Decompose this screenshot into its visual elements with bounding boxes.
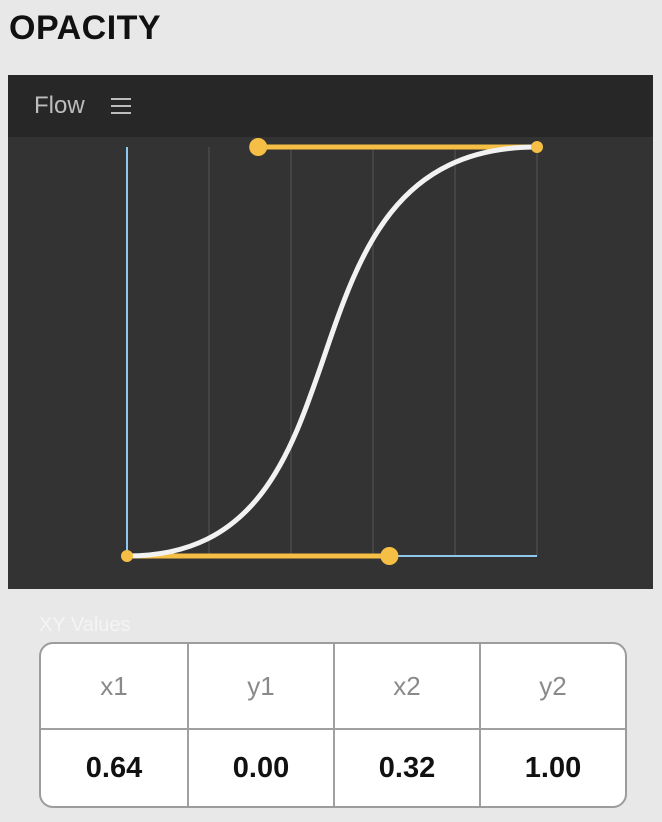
end-point	[531, 141, 543, 153]
table-value-row: 0.64 0.00 0.32 1.00	[41, 730, 625, 806]
value-x2[interactable]: 0.32	[333, 730, 479, 806]
control-handle-2[interactable]	[249, 138, 268, 156]
table-header-row: x1 y1 x2 y2	[41, 644, 625, 730]
value-x1[interactable]: 0.64	[85, 751, 143, 784]
easing-curve	[124, 144, 540, 559]
panel-title: Flow	[34, 92, 85, 119]
header-y2: y2	[479, 644, 625, 730]
header-y1: y1	[187, 644, 333, 730]
xy-values-label: XY Values	[39, 614, 131, 636]
hamburger-menu-icon[interactable]	[111, 97, 131, 115]
grid-lines	[208, 147, 538, 556]
panel-header: Flow	[8, 75, 653, 137]
control-handle-1[interactable]	[380, 547, 399, 565]
value-y1[interactable]: 0.00	[187, 730, 333, 806]
header-x2: x2	[333, 644, 479, 730]
xy-values-table: x1 y1 x2 y2 0.64 0.00 0.32 1.00	[39, 642, 627, 808]
start-point	[121, 550, 133, 562]
value-y2[interactable]: 1.00	[479, 730, 625, 806]
header-x1: x1	[41, 644, 187, 730]
section-title: OPACITY	[9, 9, 162, 47]
